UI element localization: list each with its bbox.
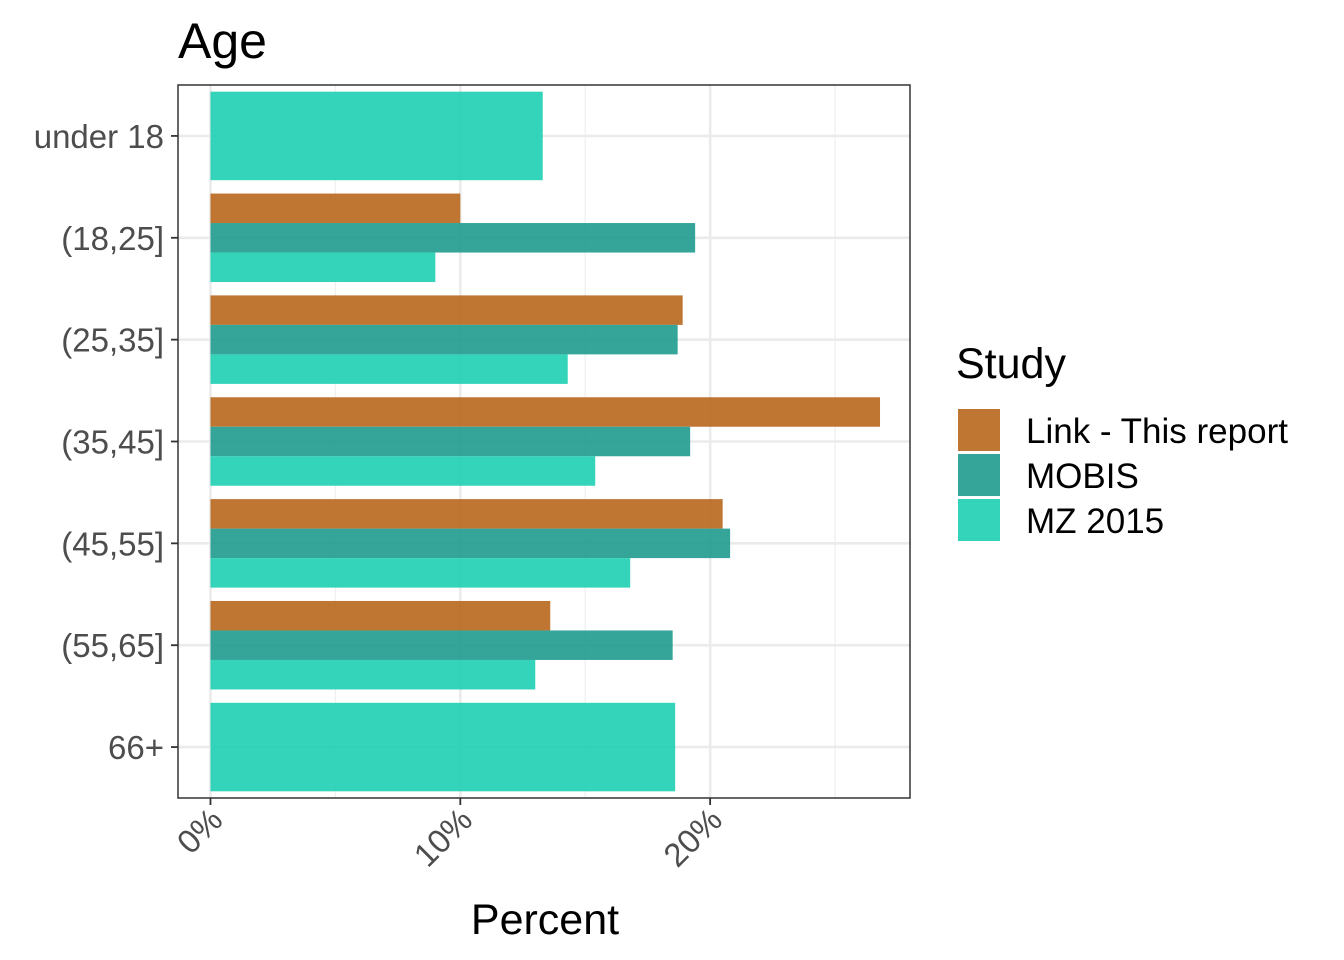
legend-title: Study [956, 340, 1066, 388]
y-tick-label: (18,25] [61, 220, 164, 257]
bar [210, 456, 596, 486]
x-tick-label: 20% [656, 801, 729, 874]
legend-key [958, 454, 1000, 496]
bar [210, 528, 731, 559]
y-tick-label: (45,55] [61, 525, 164, 562]
bar [210, 659, 536, 690]
bar [210, 397, 881, 427]
bar [210, 630, 673, 660]
x-axis: 0% 10% 20% [170, 798, 729, 874]
x-tick-label: 10% [406, 801, 479, 874]
y-tick-label: (35,45] [61, 424, 164, 461]
y-axis: under 18 (18,25] (25,35] (35,45] (45,55] (55,… [34, 118, 178, 766]
x-tick-label: 0% [170, 801, 230, 861]
legend-key [958, 499, 1000, 541]
bar [210, 702, 676, 792]
legend-label: Link - This report [1026, 412, 1288, 451]
plot-panel [177, 84, 911, 799]
bar [210, 499, 723, 529]
y-tick-label: (25,35] [61, 322, 164, 359]
y-tick-label: (55,65] [61, 627, 164, 664]
bar [210, 295, 683, 325]
legend-label: MZ 2015 [1026, 502, 1164, 541]
legend: Study Link - This report MOBIS MZ 2015 [956, 340, 1288, 541]
bar [210, 252, 436, 283]
bar [210, 558, 631, 588]
chart-title: Age [178, 13, 267, 69]
legend-key [958, 409, 1000, 451]
bar [210, 324, 678, 355]
y-tick-label: 66+ [108, 729, 164, 766]
bar [210, 91, 543, 181]
bar [210, 354, 568, 384]
y-tick-label: under 18 [34, 118, 164, 155]
legend-label: MOBIS [1026, 457, 1139, 496]
bar [210, 600, 551, 631]
bar [210, 193, 461, 224]
x-axis-label: Percent [471, 896, 619, 944]
bar [210, 223, 696, 253]
bar [210, 426, 691, 457]
